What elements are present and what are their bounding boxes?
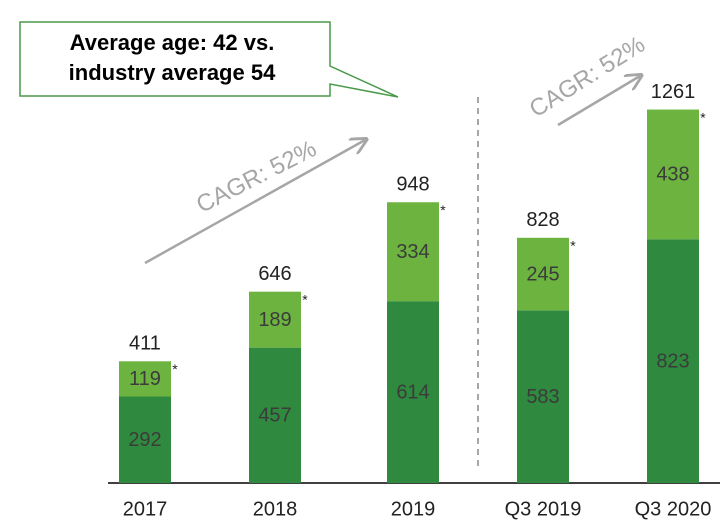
bar-segment bbox=[249, 347, 301, 483]
bar-segment bbox=[119, 396, 171, 483]
segment-label: 614 bbox=[396, 381, 429, 403]
callout-box bbox=[19, 21, 399, 98]
total-label: 1261 bbox=[651, 81, 696, 103]
arrow bbox=[144, 140, 365, 265]
segment-label: 583 bbox=[526, 386, 559, 408]
total-label: 828 bbox=[526, 209, 559, 231]
segment-label: 334 bbox=[396, 241, 429, 263]
bar-segment bbox=[647, 109, 699, 240]
segment-label: 245 bbox=[526, 263, 559, 285]
segment-label: 438 bbox=[656, 164, 689, 186]
segment-label: 119 bbox=[129, 368, 161, 390]
segment-label: 292 bbox=[128, 429, 161, 451]
x-tick-label: 2018 bbox=[253, 498, 298, 520]
cagr-label: CAGR: 52% bbox=[192, 135, 321, 218]
segment-marker: * bbox=[302, 291, 308, 307]
bar-segment bbox=[387, 202, 439, 302]
segment-marker: * bbox=[570, 237, 576, 253]
bar-segment bbox=[647, 239, 699, 483]
bar-segment bbox=[517, 237, 569, 311]
x-tick-label: 2019 bbox=[391, 498, 436, 520]
total-label: 948 bbox=[396, 174, 429, 196]
arrow bbox=[557, 76, 640, 127]
total-label: 646 bbox=[258, 263, 291, 285]
bar-segment bbox=[119, 361, 171, 397]
segment-label: 189 bbox=[258, 309, 291, 331]
callout-line: Average age: 42 vs. bbox=[70, 30, 275, 55]
cagr-label: CAGR: 52% bbox=[525, 31, 650, 123]
bar-segment bbox=[517, 310, 569, 483]
bar-segment bbox=[249, 291, 301, 348]
segment-marker: * bbox=[700, 109, 706, 125]
bar-segment bbox=[387, 301, 439, 483]
callout-line: industry average 54 bbox=[69, 60, 276, 85]
x-tick-label: Q3 2019 bbox=[505, 498, 582, 520]
segment-marker: * bbox=[172, 361, 178, 377]
segment-marker: * bbox=[440, 202, 446, 218]
x-tick-label: Q3 2020 bbox=[635, 498, 712, 520]
segment-label: 823 bbox=[656, 350, 689, 372]
x-tick-label: 2017 bbox=[123, 498, 168, 520]
segment-label: 457 bbox=[258, 405, 291, 427]
total-label: 411 bbox=[129, 333, 161, 355]
